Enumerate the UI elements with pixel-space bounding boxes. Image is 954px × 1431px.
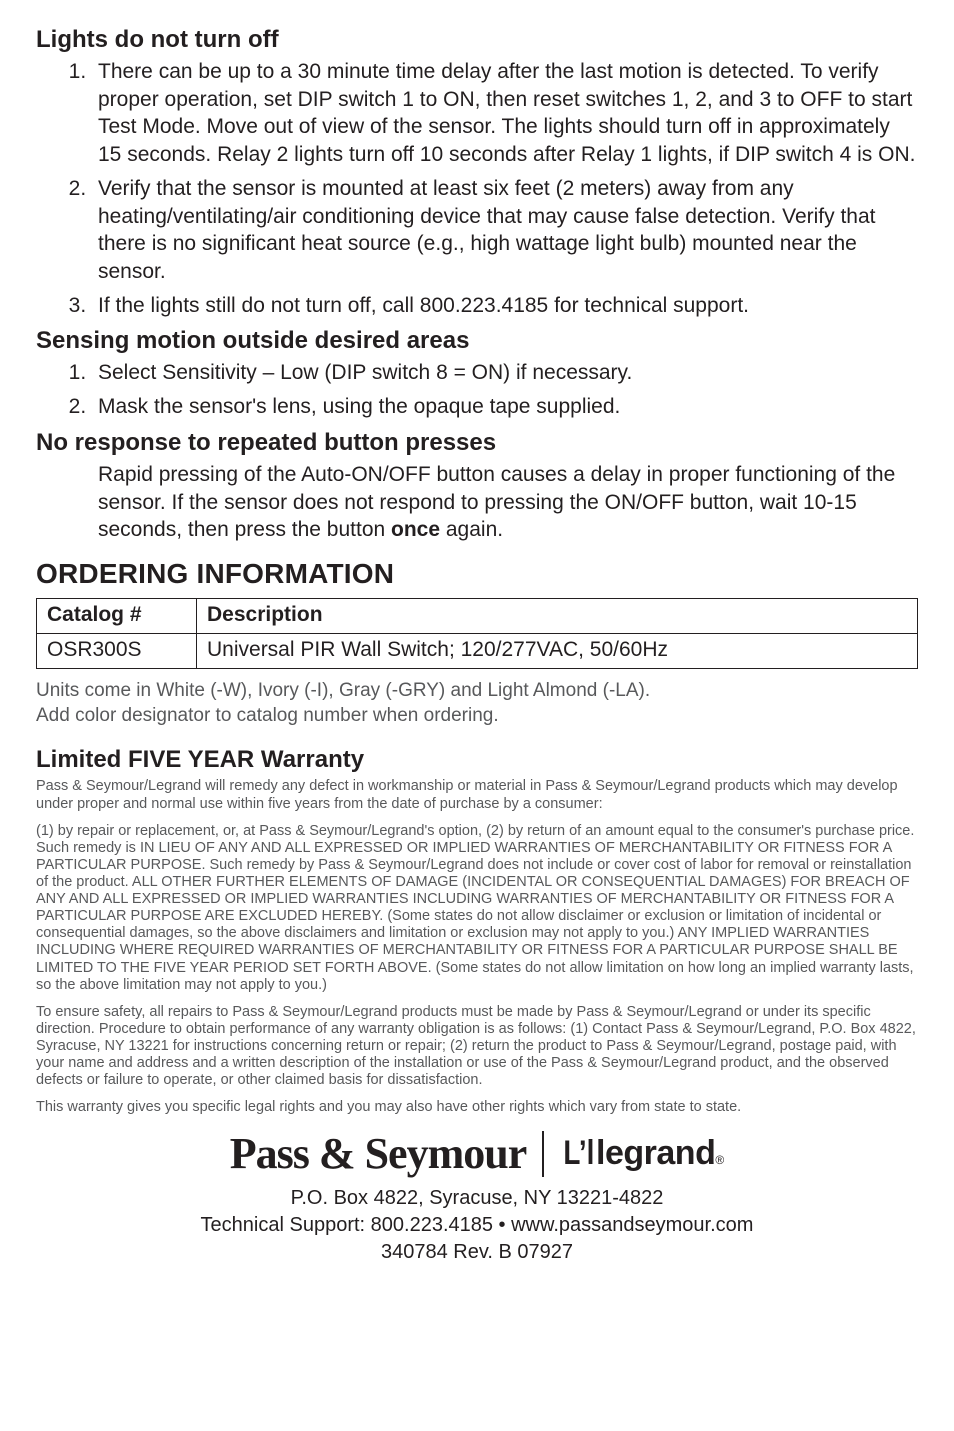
text: again. [440, 518, 503, 541]
text: Add color designator to catalog number w… [36, 705, 499, 726]
registered-mark: ® [715, 1153, 724, 1167]
pass-seymour-logo: Pass & Seymour [230, 1128, 526, 1179]
cell-catalog: OSR300S [37, 634, 197, 669]
footer-rev: 340784 Rev. B 07927 [36, 1239, 918, 1266]
footer: P.O. Box 4822, Syracuse, NY 13221-4822 T… [36, 1185, 918, 1266]
warranty-paragraph: Pass & Seymour/Legrand will remedy any d… [36, 778, 918, 812]
ordering-note: Units come in White (-W), Ivory (-I), Gr… [36, 679, 918, 728]
footer-address: P.O. Box 4822, Syracuse, NY 13221-4822 [36, 1185, 918, 1212]
text: Units come in White (-W), Ivory (-I), Gr… [36, 680, 650, 701]
heading-ordering-info: ORDERING INFORMATION [36, 558, 918, 590]
list-item: Select Sensitivity – Low (DIP switch 8 =… [92, 359, 918, 387]
warranty-paragraph: This warranty gives you specific legal r… [36, 1099, 918, 1116]
ordering-table: Catalog # Description OSR300S Universal … [36, 598, 918, 669]
legrand-logo: L’llegrand® [560, 1134, 724, 1173]
list-item: Verify that the sensor is mounted at lea… [92, 175, 918, 286]
list-lights-off: There can be up to a 30 minute time dela… [36, 58, 918, 319]
list-item: If the lights still do not turn off, cal… [92, 292, 918, 320]
heading-no-response: No response to repeated button presses [36, 429, 918, 457]
footer-support: Technical Support: 800.223.4185 • www.pa… [36, 1212, 918, 1239]
cell-description: Universal PIR Wall Switch; 120/277VAC, 5… [197, 634, 918, 669]
table-header-row: Catalog # Description [37, 599, 918, 634]
heading-warranty: Limited FIVE YEAR Warranty [36, 746, 918, 774]
legrand-logo-text: legrand [596, 1134, 715, 1173]
heading-lights-off: Lights do not turn off [36, 26, 918, 54]
table-row: OSR300S Universal PIR Wall Switch; 120/2… [37, 634, 918, 669]
document-page: Lights do not turn off There can be up t… [0, 0, 954, 1431]
col-header-catalog: Catalog # [37, 599, 197, 634]
paragraph-no-response: Rapid pressing of the Auto-ON/OFF button… [36, 461, 918, 544]
bold-text: once [391, 518, 440, 541]
list-item: Mask the sensor's lens, using the opaque… [92, 393, 918, 421]
list-sensing: Select Sensitivity – Low (DIP switch 8 =… [36, 359, 918, 420]
logo-divider [542, 1131, 544, 1177]
heading-sensing: Sensing motion outside desired areas [36, 327, 918, 355]
list-item: There can be up to a 30 minute time dela… [92, 58, 918, 169]
logo-row: Pass & Seymour L’llegrand® [36, 1128, 918, 1179]
warranty-paragraph: To ensure safety, all repairs to Pass & … [36, 1004, 918, 1090]
legrand-logo-prefix: L’l [564, 1134, 595, 1173]
col-header-description: Description [197, 599, 918, 634]
warranty-paragraph: (1) by repair or replacement, or, at Pas… [36, 823, 918, 994]
